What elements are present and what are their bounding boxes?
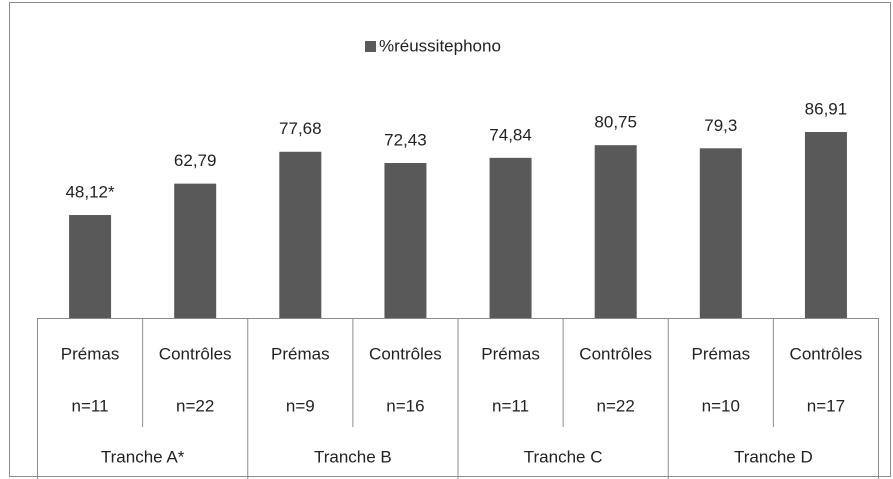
- x-tick-label: Contrôles: [790, 344, 863, 363]
- x-sub-label: n=11: [492, 396, 529, 415]
- bar: [174, 183, 217, 318]
- bar: [69, 215, 112, 318]
- x-group-label: Tranche B: [314, 447, 392, 466]
- bar: [804, 132, 847, 318]
- x-sub-label: n=22: [597, 396, 635, 415]
- x-sub-label: n=9: [286, 396, 315, 415]
- x-tick-label: Contrôles: [579, 344, 652, 363]
- x-tick-label: Prémas: [481, 344, 540, 363]
- x-sub-label: n=10: [702, 396, 740, 415]
- bar: [699, 148, 742, 318]
- x-tick-label: Prémas: [271, 344, 330, 363]
- chart-frame: [9, 2, 891, 477]
- x-group-label: Tranche A*: [101, 447, 185, 466]
- data-label: 79,3: [704, 116, 737, 135]
- x-tick-label: Prémas: [61, 344, 120, 363]
- x-tick-label: Prémas: [692, 344, 751, 363]
- data-label: 48,12*: [65, 183, 115, 202]
- x-sub-label: n=16: [386, 396, 424, 415]
- data-label: 72,43: [384, 130, 427, 149]
- x-group-label: Tranche C: [524, 447, 603, 466]
- bar: [384, 162, 427, 318]
- x-sub-label: n=17: [807, 396, 845, 415]
- legend-swatch: [365, 41, 376, 52]
- data-label: 80,75: [594, 113, 637, 132]
- data-label: 77,68: [279, 119, 322, 138]
- bar: [594, 145, 637, 318]
- bar: [489, 157, 532, 318]
- x-sub-label: n=11: [72, 396, 109, 415]
- data-label: 86,91: [805, 99, 848, 118]
- x-tick-label: Contrôles: [159, 344, 232, 363]
- legend-label: %réussitephono: [379, 36, 501, 55]
- data-label: 74,84: [489, 125, 532, 144]
- x-tick-label: Contrôles: [369, 344, 442, 363]
- data-label: 62,79: [174, 151, 217, 170]
- x-sub-label: n=22: [176, 396, 214, 415]
- x-group-label: Tranche D: [734, 447, 813, 466]
- bar: [279, 151, 322, 318]
